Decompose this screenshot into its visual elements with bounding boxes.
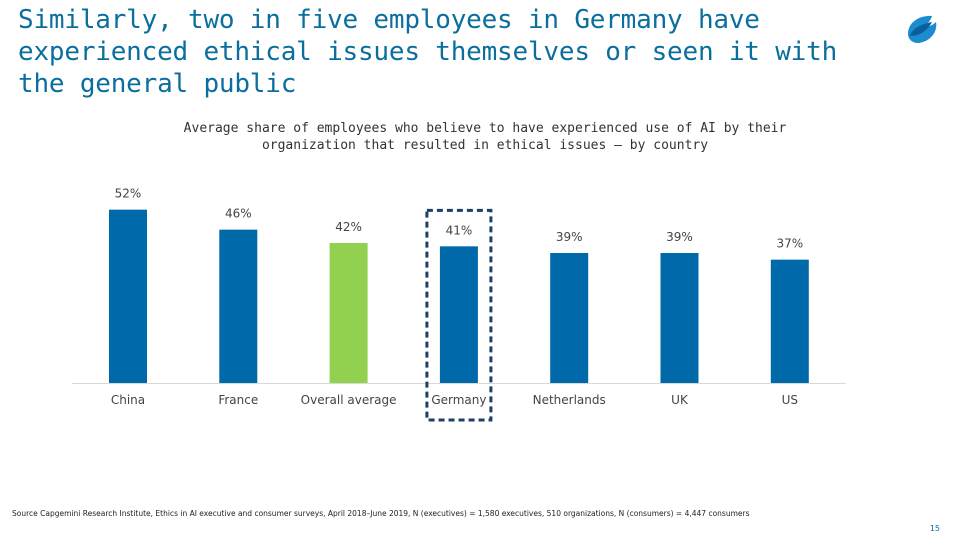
category-label-us: US bbox=[782, 393, 798, 407]
category-label-france: France bbox=[218, 393, 258, 407]
value-label-germany: 41% bbox=[446, 223, 473, 237]
bar-us bbox=[770, 259, 809, 383]
slide-headline: Similarly, two in five employees in Germ… bbox=[18, 5, 838, 99]
bar-france bbox=[219, 229, 258, 383]
value-label-overall-average: 42% bbox=[335, 220, 362, 234]
value-label-uk: 39% bbox=[666, 230, 693, 244]
value-label-netherlands: 39% bbox=[556, 230, 583, 244]
value-label-china: 52% bbox=[115, 187, 142, 201]
category-label-overall-average: Overall average bbox=[301, 393, 397, 407]
capgemini-spade-logo-icon bbox=[908, 15, 937, 43]
bar-netherlands bbox=[550, 253, 589, 383]
category-label-netherlands: Netherlands bbox=[533, 393, 606, 407]
bar-chart: 52% China 46% France 42% Overall average 41% Ge… bbox=[72, 187, 846, 422]
category-label-uk: UK bbox=[671, 393, 689, 407]
chart-title: Average share of employees who believe t… bbox=[183, 121, 787, 153]
value-label-us: 37% bbox=[776, 237, 803, 251]
highlight-box-germany bbox=[425, 208, 493, 422]
category-label-germany: Germany bbox=[431, 393, 486, 407]
bar-overall-average bbox=[329, 243, 368, 383]
bars-layer: 52% China 46% France 42% Overall average 41% Ge… bbox=[72, 187, 846, 422]
bar-uk bbox=[660, 253, 699, 383]
value-label-france: 46% bbox=[225, 207, 252, 221]
source-note: Source Capgemini Research Institute, Eth… bbox=[12, 509, 750, 518]
bar-china bbox=[109, 209, 147, 383]
bar-germany bbox=[439, 246, 478, 383]
page-number: 15 bbox=[929, 524, 940, 533]
category-label-china: China bbox=[111, 393, 145, 407]
